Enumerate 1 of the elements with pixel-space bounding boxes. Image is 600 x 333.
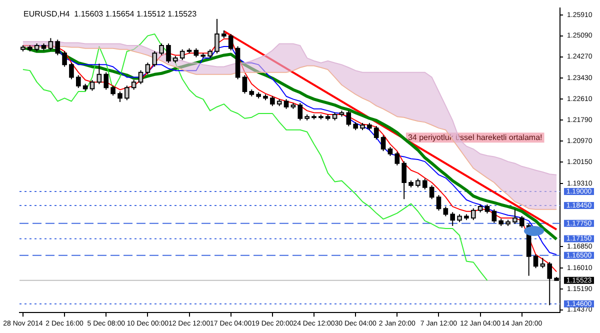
chart-title: EURUSD,H4 1.15603 1.15654 1.15512 1.15523 [24, 9, 198, 18]
